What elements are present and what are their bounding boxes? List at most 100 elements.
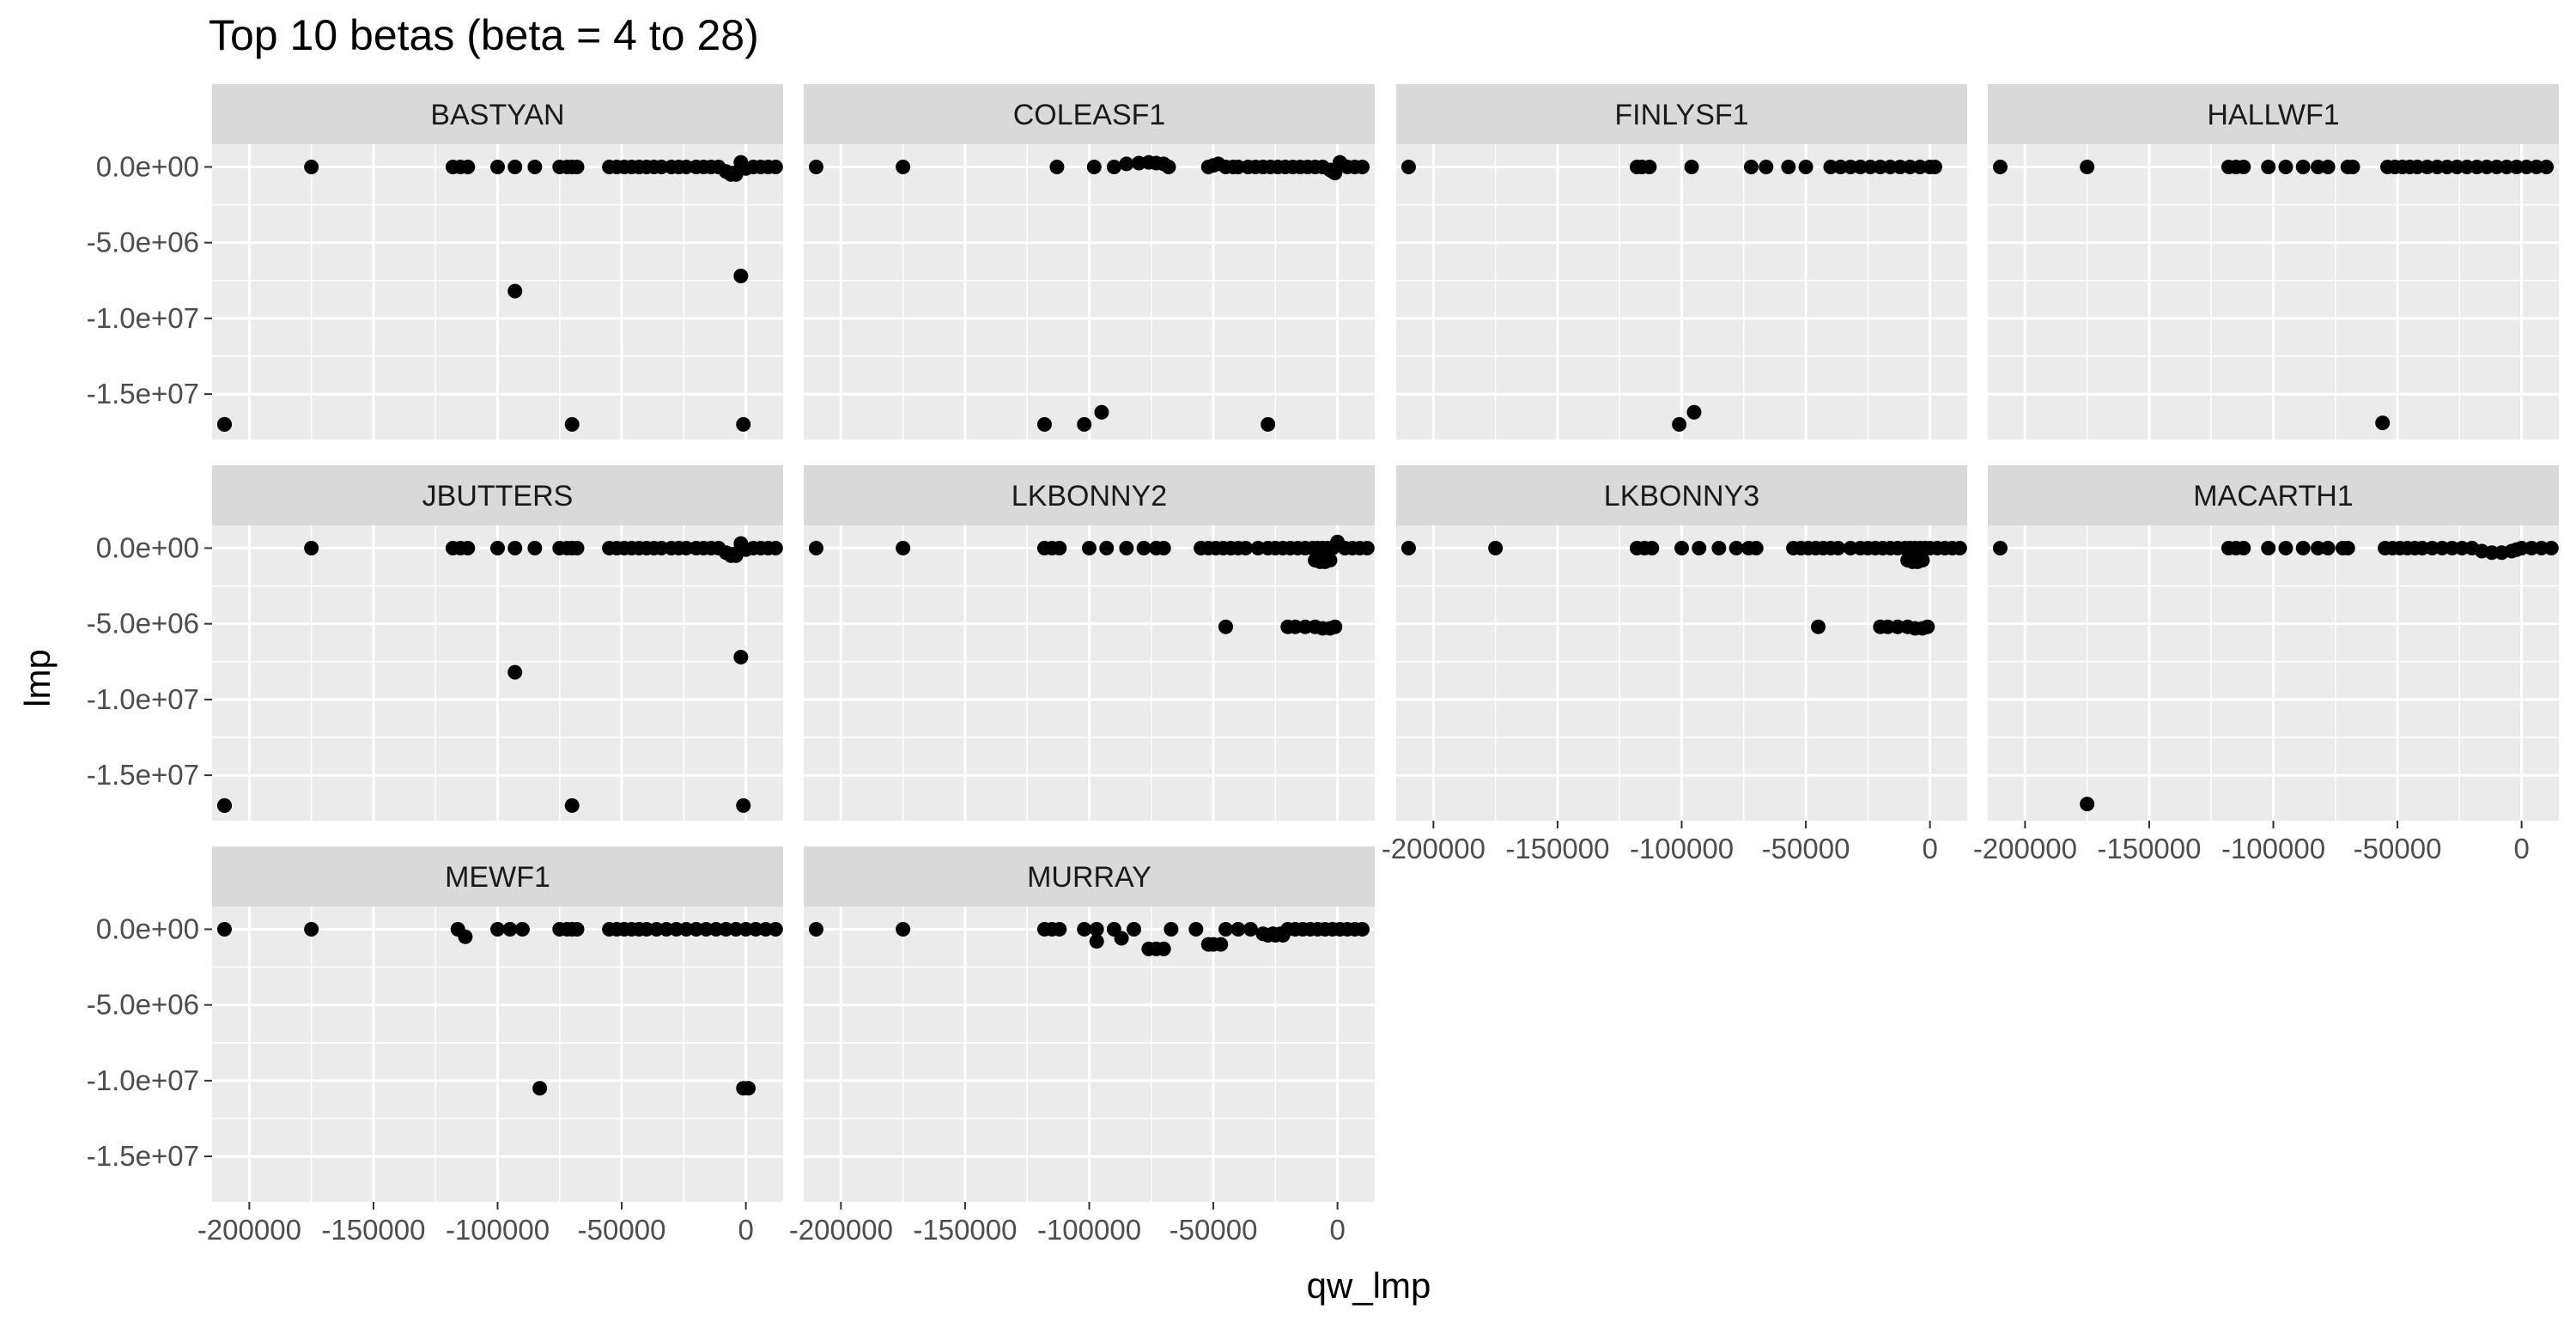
data-point	[2320, 540, 2336, 555]
facet-panel: LKBONNY3 -200000 -150000 -100000 -50000 0	[1382, 465, 1967, 864]
data-point	[216, 921, 232, 937]
data-point	[304, 159, 319, 174]
data-point	[2320, 159, 2336, 174]
facet-strip	[212, 846, 783, 907]
data-point	[1355, 159, 1370, 174]
data-point	[2539, 159, 2555, 174]
data-point	[896, 540, 911, 555]
facet-strip	[804, 84, 1375, 144]
facet-strip-label: LKBONNY2	[1012, 480, 1167, 512]
data-point	[741, 1081, 756, 1096]
data-point	[507, 664, 523, 680]
x-tick-label: -200000	[1382, 833, 1485, 864]
data-point	[1327, 619, 1343, 634]
x-tick-label: -150000	[1505, 833, 1609, 864]
y-tick-label: -1.5e+07	[87, 759, 199, 791]
data-point	[1077, 416, 1092, 432]
data-point	[216, 416, 232, 432]
data-point	[1692, 540, 1707, 555]
data-point	[216, 797, 232, 813]
data-point	[1322, 553, 1338, 568]
data-point	[1114, 931, 1129, 946]
data-point	[1099, 540, 1115, 555]
data-point	[1156, 540, 1171, 555]
data-point	[1672, 416, 1687, 432]
y-tick-label: -5.0e+06	[87, 227, 199, 258]
data-point	[1748, 540, 1764, 555]
data-point	[1400, 159, 1416, 174]
data-point	[1359, 540, 1375, 555]
y-tick-label: -1.5e+07	[87, 1140, 199, 1172]
data-point	[507, 159, 523, 174]
data-point	[569, 921, 585, 937]
data-point	[1642, 159, 1657, 174]
facet-strip	[1988, 465, 2559, 525]
x-tick-label: -100000	[2221, 833, 2325, 864]
data-point	[1188, 921, 1204, 937]
x-tick-label: -150000	[2097, 833, 2201, 864]
data-point	[1644, 540, 1660, 555]
y-tick-label: -1.0e+07	[87, 683, 199, 715]
x-tick-label: -50000	[1762, 833, 1850, 864]
data-point	[2345, 159, 2360, 174]
data-point	[1089, 934, 1104, 949]
facet-strip-label: MURRAY	[1027, 861, 1151, 894]
data-point	[1089, 921, 1104, 937]
data-point	[808, 159, 823, 174]
data-point	[2375, 415, 2391, 431]
data-point	[1355, 921, 1370, 937]
data-point	[1488, 540, 1504, 555]
data-point	[1036, 416, 1052, 432]
y-tick-label: 0.0e+00	[96, 531, 199, 563]
y-tick-label: 0.0e+00	[96, 913, 199, 944]
data-point	[460, 159, 476, 174]
data-point	[564, 797, 580, 813]
chart-title: Top 10 betas (beta = 4 to 28)	[209, 11, 759, 59]
facet-strip	[1988, 84, 2559, 144]
x-tick-label: -150000	[321, 1214, 425, 1246]
facet-strip-label: FINLYSF1	[1614, 99, 1748, 131]
facet-strip-label: JBUTTERS	[422, 480, 574, 512]
facet-strip-label: COLEASF1	[1013, 99, 1166, 131]
data-point	[1674, 540, 1689, 555]
facet-strip-label: BASTYAN	[430, 99, 564, 131]
facet-strip	[212, 465, 783, 525]
data-point	[896, 159, 911, 174]
data-point	[1811, 619, 1826, 634]
x-tick-label: -200000	[197, 1214, 301, 1246]
data-point	[1119, 156, 1134, 172]
data-point	[1781, 159, 1796, 174]
facet-panel: HALLWF1	[1988, 84, 2559, 440]
data-point	[1049, 159, 1065, 174]
data-point	[1156, 941, 1171, 956]
data-point	[728, 167, 744, 182]
x-tick-label: -100000	[1037, 1214, 1141, 1246]
data-point	[808, 921, 823, 937]
x-axis-title: qw_lmp	[1307, 1265, 1431, 1306]
x-tick-label: -200000	[1973, 833, 2077, 864]
data-point	[564, 416, 580, 432]
data-point	[304, 921, 319, 937]
x-tick-label: 0	[1329, 1214, 1345, 1246]
data-point	[1106, 159, 1121, 174]
data-point	[1798, 159, 1814, 174]
data-point	[733, 268, 749, 283]
y-tick-label: -1.5e+07	[87, 378, 199, 409]
facet-strip	[212, 84, 783, 144]
y-tick-label: -1.0e+07	[87, 1064, 199, 1096]
facet-panel: MACARTH1 -200000 -150000 -100000 -50000 0	[1973, 465, 2559, 864]
x-tick-label: -50000	[1170, 1214, 1258, 1246]
data-point	[1161, 159, 1176, 174]
facet-panel: MURRAY -200000 -150000 -100000 -50000 0	[789, 846, 1375, 1246]
data-point	[1052, 540, 1067, 555]
data-point	[2236, 159, 2251, 174]
data-point	[1094, 404, 1109, 420]
data-point	[1077, 921, 1092, 937]
data-point	[1136, 540, 1151, 555]
facet-strip-label: MEWF1	[445, 861, 550, 894]
data-point	[728, 548, 744, 563]
facet-panel: LKBONNY2	[804, 465, 1375, 821]
data-point	[2340, 540, 2355, 555]
data-point	[1927, 159, 1942, 174]
data-point	[490, 921, 505, 937]
